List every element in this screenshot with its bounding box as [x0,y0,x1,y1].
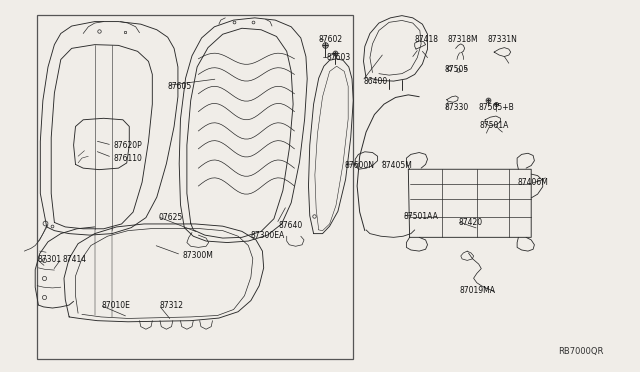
Text: 87505+B: 87505+B [479,103,515,112]
Text: 87414: 87414 [63,255,87,264]
Text: 87602: 87602 [319,35,343,44]
Text: 86400: 86400 [364,77,388,86]
Text: 87300EA: 87300EA [251,231,285,240]
Text: 87019MA: 87019MA [460,286,495,295]
Text: 87600N: 87600N [344,161,374,170]
Text: 87640: 87640 [278,221,303,230]
Text: 87418: 87418 [415,35,439,44]
Text: 876110: 876110 [114,154,143,163]
Text: 87603: 87603 [326,53,351,62]
Text: 87406M: 87406M [517,178,548,187]
Text: 87301: 87301 [37,255,61,264]
Text: 87501A: 87501A [480,121,509,130]
Text: 87318M: 87318M [448,35,479,44]
Text: 87010E: 87010E [101,301,130,310]
Text: 87330: 87330 [445,103,469,112]
Text: 87620P: 87620P [114,141,143,150]
Text: 87300M: 87300M [182,251,213,260]
Text: 87505: 87505 [445,65,469,74]
Text: 87420: 87420 [458,218,483,227]
Text: RB7000QR: RB7000QR [558,347,604,356]
Text: 87605: 87605 [168,82,192,91]
Text: 07625: 07625 [159,213,183,222]
Text: 87501AA: 87501AA [403,212,438,221]
Text: 87312: 87312 [160,301,184,310]
Text: 87331N: 87331N [488,35,518,44]
Text: 87405M: 87405M [381,161,412,170]
